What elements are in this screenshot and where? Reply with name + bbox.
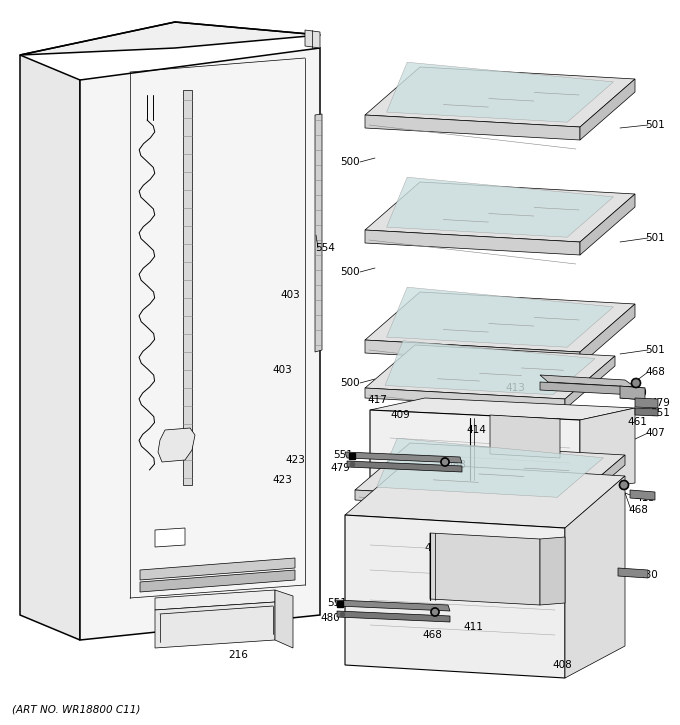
Text: 413: 413 (505, 383, 525, 393)
Polygon shape (620, 386, 645, 400)
Polygon shape (345, 452, 462, 463)
Circle shape (432, 610, 437, 615)
Text: 501: 501 (645, 345, 665, 355)
Circle shape (619, 480, 629, 490)
Text: 409: 409 (390, 410, 410, 420)
Polygon shape (540, 537, 565, 605)
Polygon shape (365, 340, 580, 365)
Polygon shape (365, 115, 580, 140)
Polygon shape (570, 455, 625, 512)
Polygon shape (565, 356, 615, 409)
Text: 500: 500 (340, 157, 360, 167)
Polygon shape (387, 177, 613, 237)
Polygon shape (365, 230, 580, 255)
Circle shape (633, 380, 639, 386)
Circle shape (621, 482, 627, 488)
Polygon shape (365, 292, 635, 352)
Text: 417: 417 (367, 395, 387, 405)
Polygon shape (347, 461, 462, 472)
Text: 414: 414 (424, 543, 444, 553)
Polygon shape (183, 90, 192, 485)
Circle shape (631, 378, 641, 388)
Polygon shape (365, 182, 635, 242)
Polygon shape (387, 62, 613, 123)
Text: 551: 551 (333, 450, 353, 460)
Circle shape (441, 457, 449, 466)
Polygon shape (580, 408, 635, 490)
Polygon shape (315, 114, 322, 352)
Polygon shape (155, 590, 275, 610)
Polygon shape (580, 304, 635, 365)
Polygon shape (140, 558, 295, 580)
Polygon shape (365, 388, 565, 409)
Text: 414: 414 (466, 425, 486, 435)
Text: 554: 554 (315, 243, 335, 253)
Polygon shape (275, 590, 293, 648)
Polygon shape (345, 515, 565, 678)
Polygon shape (365, 345, 615, 399)
Polygon shape (630, 490, 655, 500)
Polygon shape (490, 415, 560, 458)
Text: 403: 403 (272, 365, 292, 375)
Text: 461: 461 (627, 417, 647, 427)
Text: 423: 423 (272, 475, 292, 485)
Text: 468: 468 (446, 460, 466, 470)
Polygon shape (80, 48, 320, 640)
Polygon shape (580, 194, 635, 255)
Text: 551: 551 (650, 408, 670, 418)
Text: 500: 500 (340, 378, 360, 388)
Polygon shape (355, 443, 625, 502)
Text: 501: 501 (645, 120, 665, 130)
Text: 403: 403 (280, 290, 300, 300)
Polygon shape (565, 476, 625, 678)
Polygon shape (385, 341, 595, 394)
Polygon shape (337, 611, 450, 622)
Polygon shape (355, 490, 570, 512)
Polygon shape (387, 287, 613, 347)
Text: 500: 500 (340, 267, 360, 277)
Text: 468: 468 (422, 630, 442, 640)
Polygon shape (155, 602, 275, 648)
Text: 479: 479 (650, 398, 670, 408)
Polygon shape (305, 30, 320, 48)
Text: 501: 501 (645, 233, 665, 243)
Text: 480: 480 (320, 613, 340, 623)
Text: 480: 480 (638, 570, 658, 580)
Polygon shape (377, 439, 603, 497)
Text: 468: 468 (645, 367, 665, 377)
Text: 415: 415 (635, 493, 655, 503)
Polygon shape (370, 398, 635, 420)
Text: (ART NO. WR18800 C11): (ART NO. WR18800 C11) (12, 705, 140, 715)
Text: 411: 411 (463, 622, 483, 632)
Polygon shape (140, 570, 295, 592)
Text: 216: 216 (228, 650, 248, 660)
Text: 408: 408 (552, 660, 572, 670)
Circle shape (443, 460, 447, 465)
Text: 410: 410 (627, 388, 647, 398)
Polygon shape (345, 463, 625, 528)
Text: 479: 479 (330, 463, 350, 473)
Polygon shape (430, 533, 540, 605)
Polygon shape (618, 568, 648, 578)
Polygon shape (20, 55, 80, 640)
Polygon shape (635, 408, 658, 416)
Text: 468: 468 (628, 505, 648, 515)
Polygon shape (335, 600, 450, 611)
Polygon shape (158, 428, 195, 462)
Text: 551: 551 (327, 598, 347, 608)
Polygon shape (635, 398, 658, 408)
Polygon shape (20, 22, 320, 55)
Text: 407: 407 (645, 428, 665, 438)
Polygon shape (370, 410, 580, 490)
Polygon shape (540, 375, 635, 387)
Circle shape (430, 608, 439, 616)
Polygon shape (580, 79, 635, 140)
Polygon shape (155, 528, 185, 547)
Polygon shape (365, 67, 635, 127)
Polygon shape (540, 382, 635, 395)
Text: 423: 423 (285, 455, 305, 465)
